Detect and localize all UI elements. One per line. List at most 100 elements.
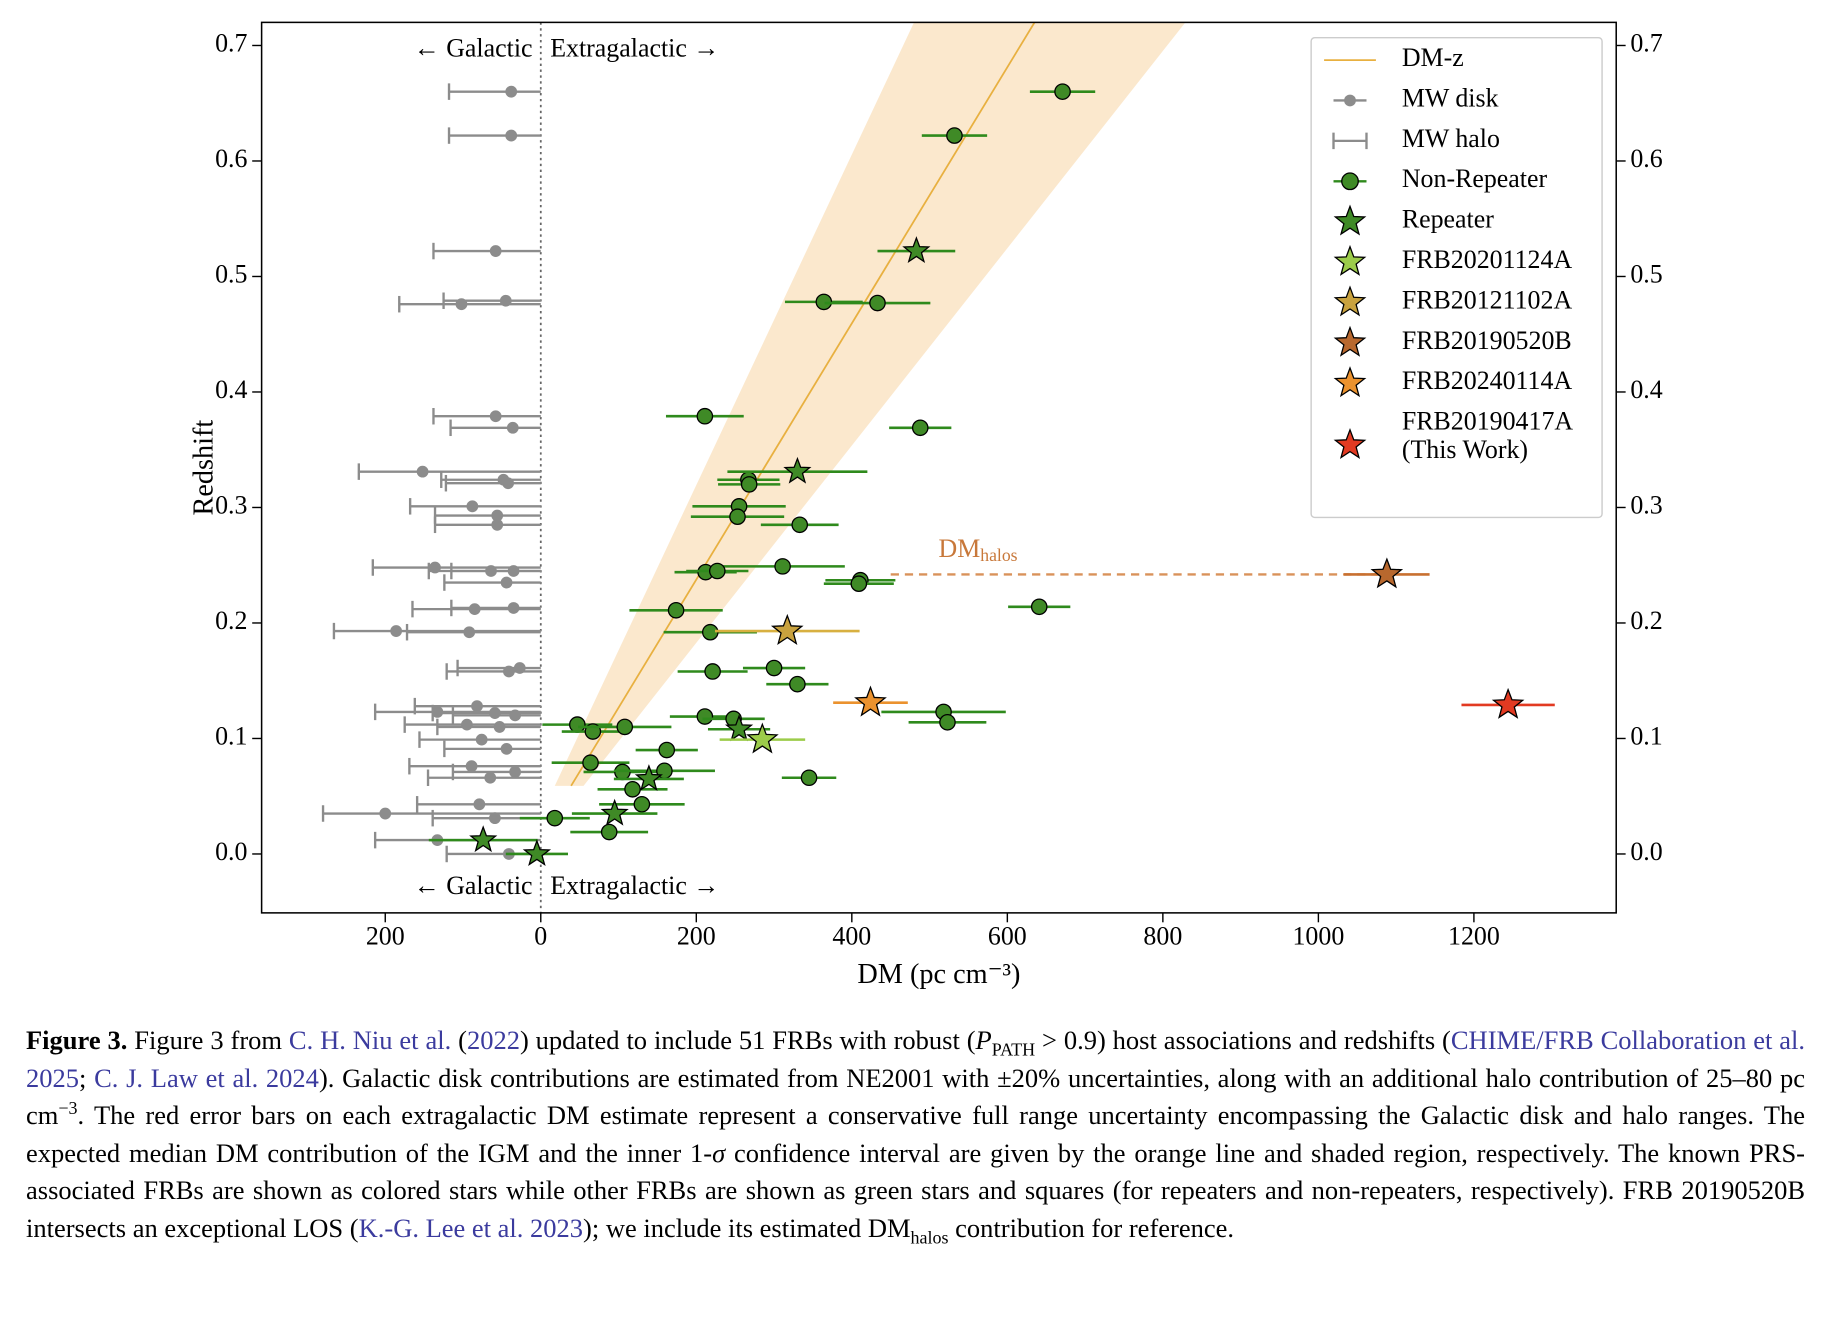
caption-link: C. H. Niu et al. — [288, 1025, 452, 1055]
caption-text: > 0.9) host associations and redshifts ( — [1035, 1025, 1451, 1055]
star — [746, 722, 779, 754]
mw-disk-point — [466, 500, 479, 513]
point — [740, 476, 758, 493]
legend-box — [1310, 36, 1603, 519]
y2-tick-label: 0.4 — [1630, 375, 1662, 404]
plot-frame — [260, 21, 1617, 914]
point — [1054, 83, 1071, 100]
point — [1341, 172, 1359, 191]
caption-link: K.-G. Lee et al. 2023 — [358, 1212, 584, 1243]
star — [1333, 427, 1367, 459]
plot-area: DMhalos — [321, 22, 1555, 913]
y2-tick-label: 0.6 — [1630, 144, 1662, 173]
y2-tick-label: 0.5 — [1630, 259, 1662, 288]
star — [1491, 687, 1525, 719]
point — [800, 769, 818, 787]
point — [774, 558, 791, 575]
point — [708, 562, 726, 580]
mw-disk-point — [471, 700, 483, 713]
point — [939, 714, 956, 731]
caption-link: 2022 — [466, 1025, 520, 1055]
annotation: Extragalactic → — [550, 871, 719, 900]
point — [946, 127, 963, 144]
caption-text: Figure 3 from — [127, 1025, 289, 1055]
x-tick-label: 200 — [677, 922, 716, 951]
confidence-band — [554, 22, 1186, 786]
mw-disk-point — [379, 807, 392, 820]
chart: Redshift DM (pc cm⁻³) ← Galactic Extraga… — [189, 21, 1663, 990]
point — [582, 754, 599, 772]
point — [1030, 598, 1048, 616]
mw-disk-point — [505, 85, 518, 98]
legend-label: Repeater — [1402, 205, 1494, 234]
mw-disk-point — [500, 576, 513, 589]
y-tick-label: 0.4 — [215, 375, 247, 404]
y-tick-label: 0.1 — [215, 721, 247, 750]
point — [791, 516, 809, 534]
dm-halos-sub: halos — [980, 545, 1017, 565]
star — [1333, 325, 1367, 357]
caption-superscript: −3 — [58, 1098, 78, 1119]
x-tick-label: 600 — [988, 922, 1027, 951]
point — [624, 780, 641, 798]
legend-label: Non-Repeater — [1402, 164, 1548, 193]
y-tick-label: 0.3 — [215, 490, 247, 519]
point — [869, 294, 886, 312]
mw-disk-point — [502, 477, 515, 490]
mw-disk-point — [507, 602, 520, 614]
mw-disk-point — [484, 771, 497, 784]
star — [1333, 204, 1367, 236]
legend-label: FRB20240114A — [1402, 366, 1573, 395]
x-tick-label: 400 — [832, 922, 871, 951]
y2-tick-label: 0.1 — [1630, 721, 1662, 750]
legend-label: DM-z — [1402, 43, 1464, 72]
y-tick-label: 0.6 — [215, 144, 247, 173]
mw-disk-point — [509, 766, 522, 778]
star — [854, 685, 887, 717]
star — [469, 825, 498, 853]
legend-label: FRB20190520B — [1402, 326, 1572, 355]
mw-disk-point — [473, 798, 486, 811]
x-tick-label: 800 — [1143, 922, 1182, 951]
star — [1333, 366, 1367, 398]
mw-disk-point — [416, 465, 429, 478]
star — [902, 236, 931, 264]
caption-text: ( — [451, 1025, 467, 1055]
legend-marker — [1344, 94, 1356, 107]
mw-disk-point — [475, 733, 488, 746]
annotation: ← Galactic — [414, 34, 533, 63]
y-tick-label: 0.0 — [215, 837, 247, 866]
dm-z-line — [570, 22, 1036, 787]
star — [770, 613, 804, 645]
star — [724, 714, 754, 742]
mw-disk-point — [513, 662, 526, 674]
caption-label: Figure 3. — [26, 1025, 128, 1055]
y-axis-label: Redshift — [189, 420, 220, 516]
star — [522, 839, 552, 866]
annotation: ← Galactic — [414, 871, 533, 900]
y2-tick-label: 0.2 — [1630, 606, 1662, 635]
mw-disk-point — [509, 709, 522, 722]
annotation: Extragalactic → — [550, 34, 719, 63]
mw-disk-point — [489, 410, 502, 423]
star — [1333, 244, 1367, 276]
caption-text: confidence interval are given by the ora… — [26, 1137, 1806, 1243]
caption-text: contribution for reference. — [948, 1212, 1235, 1243]
x-tick-label: 1000 — [1292, 922, 1344, 951]
legend-label: FRB20190417A — [1402, 407, 1574, 436]
legend-label-note: (This Work) — [1402, 435, 1528, 464]
mw-disk-point — [493, 721, 506, 733]
caption-text: ); we include its estimated DM — [583, 1212, 911, 1243]
point — [911, 419, 929, 437]
point — [696, 407, 714, 425]
point — [658, 741, 676, 759]
caption-subscript: PATH — [991, 1039, 1036, 1060]
caption-text: ). Galactic disk contributions are estim… — [26, 1062, 1805, 1131]
mw-disk-point — [463, 626, 476, 639]
point — [600, 823, 618, 841]
mw-disk-point — [390, 625, 403, 637]
point — [696, 708, 714, 725]
y-tick-label: 0.5 — [215, 259, 247, 288]
point — [850, 575, 868, 593]
